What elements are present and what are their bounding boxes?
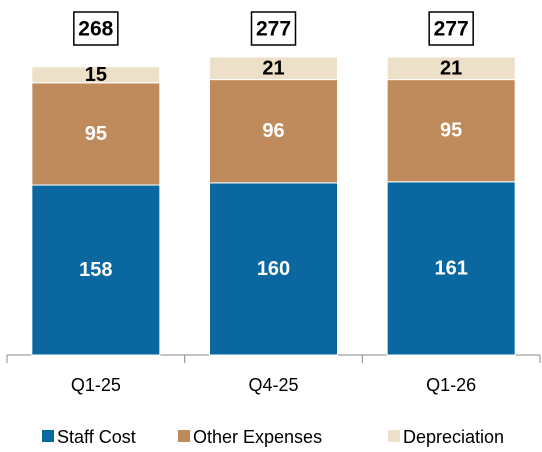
bar-segment	[31, 66, 161, 84]
data-label: 160	[257, 258, 290, 280]
legend-swatch	[388, 430, 400, 442]
legend-label: Depreciation	[403, 427, 504, 447]
bar-segment	[386, 79, 516, 183]
bar-segment	[209, 79, 338, 184]
x-tick-label: Q1-25	[71, 375, 121, 395]
total-box	[428, 11, 474, 46]
x-tick-label: Q1-26	[426, 375, 476, 395]
bar-segment	[31, 184, 161, 356]
bar-segment	[386, 56, 516, 81]
legend-label: Staff Cost	[57, 427, 136, 447]
bar-segment	[386, 181, 516, 356]
data-label: 96	[262, 120, 284, 142]
data-label: 95	[85, 123, 107, 145]
bar-segment	[209, 56, 338, 81]
legend-label: Other Expenses	[193, 427, 322, 447]
total-box	[73, 11, 119, 46]
total-label: 277	[256, 18, 291, 41]
total-box	[250, 11, 297, 46]
total-label: 277	[434, 18, 469, 41]
data-label: 21	[440, 57, 462, 79]
x-tick-label: Q4-25	[248, 375, 298, 395]
data-label: 15	[85, 64, 107, 86]
data-label: 161	[434, 257, 467, 279]
total-label: 268	[78, 18, 113, 41]
data-label: 21	[262, 57, 284, 79]
bar-segment	[31, 82, 161, 186]
legend-swatch	[178, 430, 190, 442]
bar-segment	[209, 182, 338, 356]
data-label: 95	[440, 120, 462, 142]
legend-swatch	[42, 430, 54, 442]
data-label: 158	[79, 259, 112, 281]
